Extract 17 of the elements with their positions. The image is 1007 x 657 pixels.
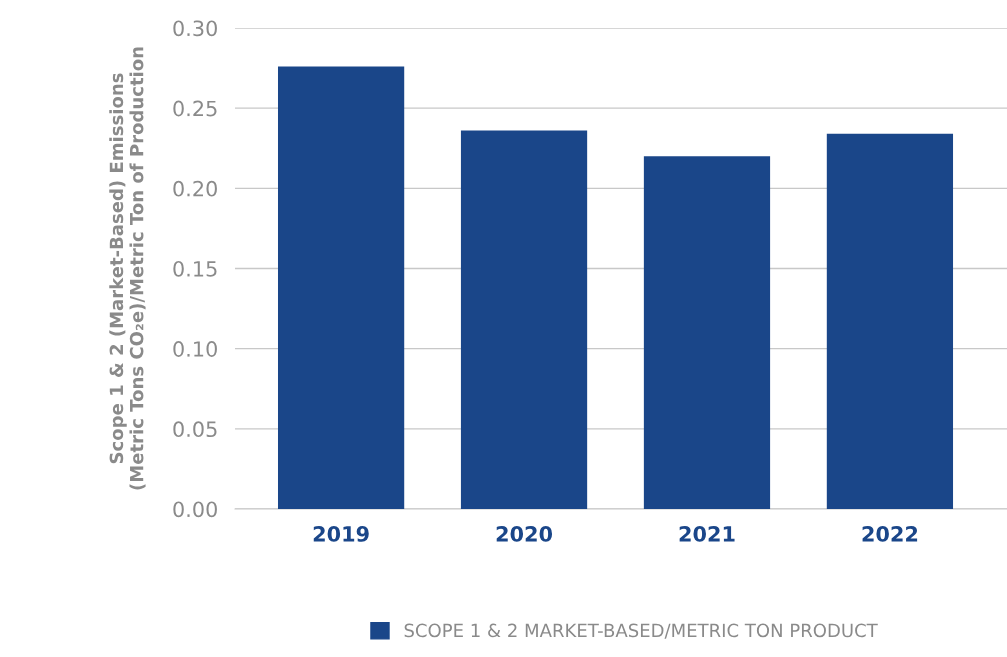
legend-label: SCOPE 1 & 2 MARKET-BASED/METRIC TON PRODUCT [404, 623, 878, 639]
bar [826, 133, 954, 509]
y-tick-label: 0.15 [173, 260, 217, 277]
y-tick-label: 0.10 [173, 341, 217, 357]
y-tick-label: 0.30 [173, 20, 217, 37]
y-tick-label: 0.25 [173, 100, 217, 117]
x-tick-label: 2020 [496, 526, 553, 542]
x-tick-label: 2019 [313, 526, 369, 542]
bar [643, 156, 771, 509]
bar [277, 66, 405, 509]
y-tick-label: 0.05 [173, 421, 217, 438]
y-tick-label: 0.00 [173, 501, 217, 518]
x-tick-label: 2022 [862, 526, 918, 542]
x-tick-label: 2021 [679, 526, 735, 542]
y-tick-label: 0.20 [173, 180, 217, 197]
bar [460, 130, 588, 509]
y-axis-title: Scope 1 & 2 (Market-Based) Emissions (Metric Tons CO₂e)/Metric Ton of Production [109, 47, 146, 490]
